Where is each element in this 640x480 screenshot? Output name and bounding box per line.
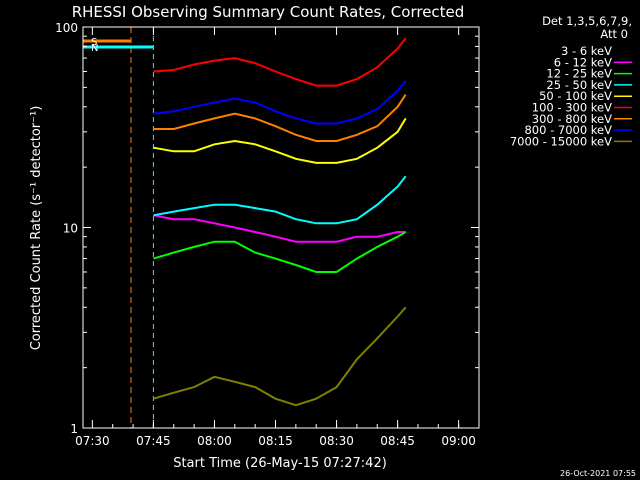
x-axis-label: Start Time (26-May-15 07:27:42) bbox=[173, 456, 387, 471]
legend-entry-label: 7000 - 15000 keV bbox=[510, 134, 612, 148]
y-axis-label: Corrected Count Rate (s⁻¹ detector⁻¹) bbox=[29, 106, 44, 351]
series-line-100-300kev-kev-series bbox=[153, 37, 407, 87]
footer-timestamp: 26-Oct-2021 07:55 bbox=[560, 469, 636, 478]
x-tick-label: 08:45 bbox=[380, 434, 415, 448]
legend-entry-label: 25 - 50 keV bbox=[546, 78, 612, 92]
x-tick-label: 08:00 bbox=[197, 434, 232, 448]
y-tick-label: 100 bbox=[55, 21, 78, 35]
legend-entry-label: 800 - 7000 keV bbox=[524, 123, 612, 137]
marker-label-N: N bbox=[91, 43, 98, 54]
chart-title: RHESSI Observing Summary Count Rates, Co… bbox=[72, 3, 465, 21]
series-line-300-800kev-kev-series bbox=[153, 94, 407, 142]
x-tick-label: 08:30 bbox=[319, 434, 354, 448]
x-tick-label: 07:30 bbox=[75, 434, 110, 448]
series-line-7000-15000kev-kev-series bbox=[153, 306, 407, 407]
legend-header-line-1: Det 1,3,5,6,7,9, bbox=[542, 14, 632, 28]
legend-entry-label: 100 - 300 keV bbox=[532, 101, 612, 115]
legend-header-line-2: Att 0 bbox=[600, 27, 628, 41]
x-tick-label: 08:15 bbox=[258, 434, 293, 448]
series-line-800-7000kev-kev-series bbox=[153, 80, 407, 125]
plot-frame bbox=[82, 26, 480, 429]
legend-entry-label: 300 - 800 keV bbox=[532, 112, 612, 126]
legend-entry-label: 50 - 100 keV bbox=[539, 89, 612, 103]
y-tick-label: 1 bbox=[70, 422, 78, 436]
series-line-6-12kev-kev-series bbox=[153, 214, 406, 243]
series-line-25-50kev-kev-series bbox=[153, 175, 407, 225]
marker-label-S: S bbox=[91, 37, 97, 48]
series-line-3-6kev-kev-series bbox=[153, 197, 407, 233]
legend-entry-label: 6 - 12 keV bbox=[554, 55, 612, 69]
series-line-12-25kev-kev-series bbox=[153, 231, 407, 273]
series-line-50-100kev-kev-series bbox=[153, 117, 407, 164]
legend-entry-label: 3 - 6 keV bbox=[561, 44, 612, 58]
x-tick-label: 09:00 bbox=[441, 434, 476, 448]
x-tick-label: 07:45 bbox=[136, 434, 171, 448]
y-tick-label: 10 bbox=[63, 222, 78, 236]
legend-entry-label: 12 - 25 keV bbox=[546, 67, 612, 81]
